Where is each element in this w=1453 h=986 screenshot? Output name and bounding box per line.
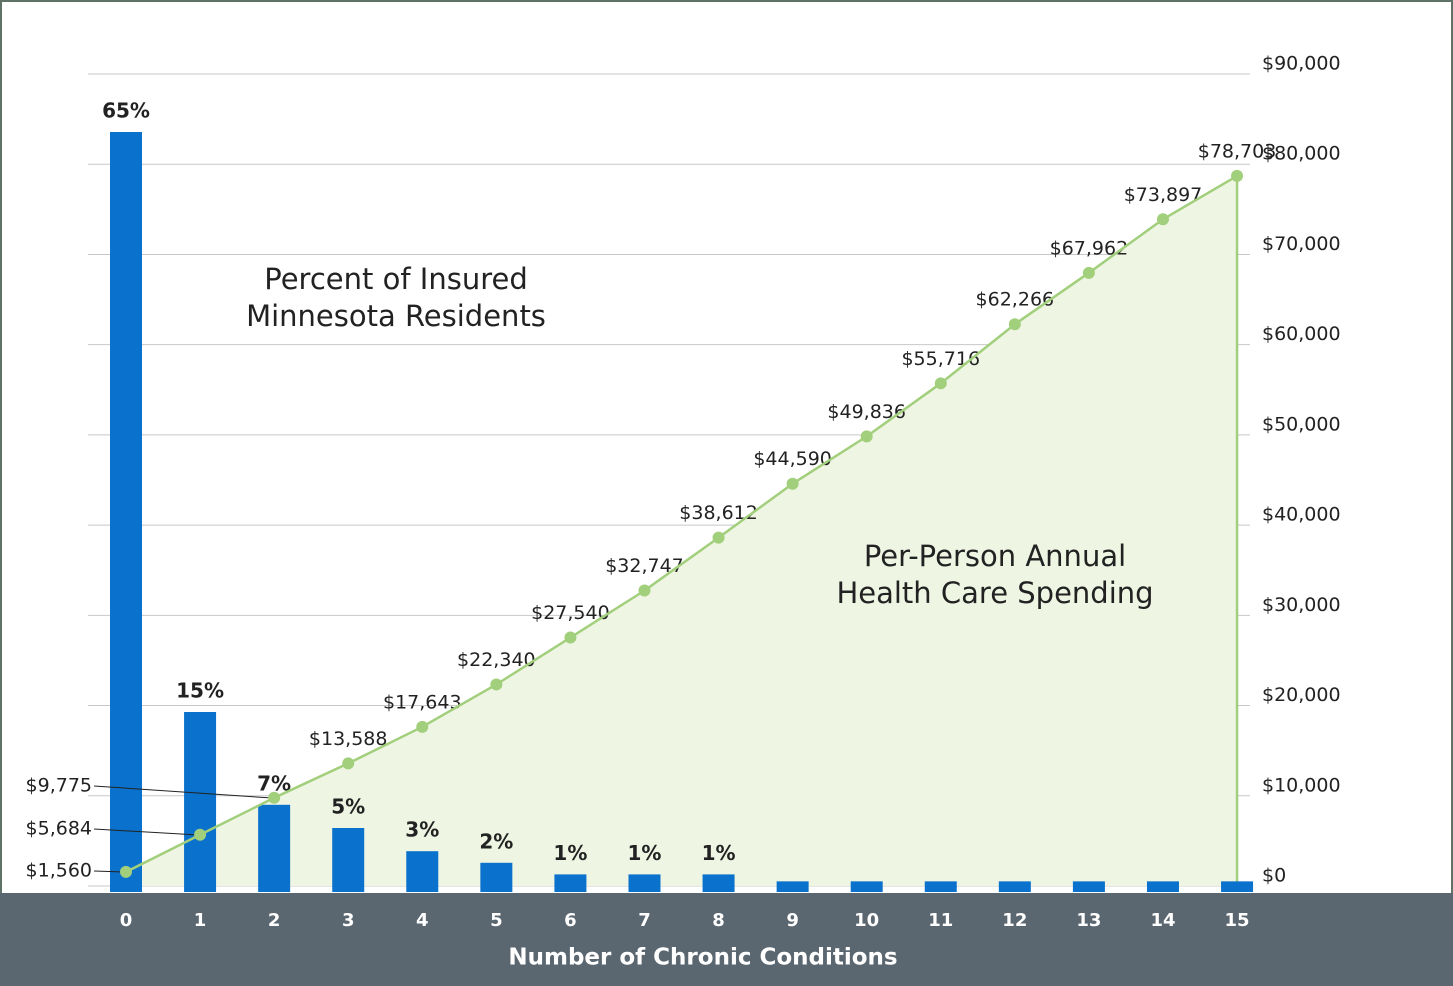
data-label: $78,703 [1198, 140, 1277, 162]
data-label: 1% [702, 841, 736, 865]
x-tick-label: 2 [268, 910, 281, 931]
x-tick-label: 8 [712, 910, 725, 931]
data-label: $67,962 [1050, 237, 1129, 259]
y2-tick-label: $70,000 [1262, 233, 1341, 255]
x-tick-label: 12 [1002, 910, 1027, 931]
bar [850, 881, 883, 892]
data-label: $73,897 [1124, 184, 1203, 206]
bar [998, 881, 1031, 892]
bar [184, 712, 217, 892]
bar [480, 862, 513, 892]
bar [554, 874, 587, 892]
bar [702, 874, 735, 892]
series-label: Percent of Insured [264, 262, 527, 296]
data-label: 1% [628, 841, 662, 865]
leader-line [93, 870, 121, 873]
data-label: $13,588 [309, 728, 388, 750]
y2-tick-label: $50,000 [1262, 413, 1341, 435]
point [712, 531, 725, 544]
x-tick-label: 10 [854, 910, 879, 931]
y2-tick-label: $40,000 [1262, 504, 1341, 526]
x-axis-band [0, 893, 1453, 986]
y2-tick-label: $0 [1262, 865, 1286, 887]
point [860, 430, 873, 443]
point [490, 678, 503, 691]
series-label: Health Care Spending [836, 576, 1153, 610]
x-tick-label: 0 [120, 910, 133, 931]
x-tick-label: 3 [342, 910, 355, 931]
data-label: $44,590 [753, 448, 832, 470]
y2-tick-label: $30,000 [1262, 594, 1341, 616]
point [786, 477, 799, 490]
bar [1072, 881, 1105, 892]
point [934, 377, 947, 390]
data-label: $49,836 [827, 401, 906, 423]
y2-tick-label: $10,000 [1262, 774, 1341, 796]
point [342, 757, 355, 770]
y2-tick-label: $90,000 [1262, 53, 1341, 75]
bar [776, 881, 809, 892]
area [126, 175, 1238, 886]
bar [924, 881, 957, 892]
x-tick-label: 11 [928, 910, 953, 931]
data-label: 1% [553, 841, 587, 865]
data-label: 5% [331, 795, 365, 819]
data-label: $32,747 [605, 555, 684, 577]
x-tick-label: 4 [416, 910, 429, 931]
bar [1221, 881, 1254, 892]
point [1156, 213, 1169, 226]
data-label: 3% [405, 818, 439, 842]
x-tick-label: 5 [490, 910, 503, 931]
data-label: 15% [176, 679, 224, 703]
point [1008, 318, 1021, 331]
point [120, 865, 132, 878]
leader-line [93, 785, 269, 799]
point [268, 791, 281, 804]
series-label: Per-Person Annual [864, 539, 1126, 573]
data-label: $27,540 [531, 602, 610, 624]
x-tick-label: 1 [194, 910, 207, 931]
data-label: $9,775 [26, 775, 92, 797]
leader-line [93, 828, 195, 836]
data-label: $22,340 [457, 649, 536, 671]
bar [332, 828, 365, 892]
x-tick-label: 6 [564, 910, 577, 931]
bar [1146, 881, 1179, 892]
x-tick-label: 14 [1150, 910, 1175, 931]
data-label: $38,612 [679, 502, 758, 524]
bar [406, 851, 439, 892]
point [638, 584, 651, 597]
y2-tick-label: $60,000 [1262, 323, 1341, 345]
y2-tick-label: $20,000 [1262, 684, 1341, 706]
point [416, 720, 429, 733]
bar [110, 132, 142, 892]
y2-tick-label: $80,000 [1262, 143, 1341, 165]
data-label: $1,560 [26, 860, 92, 882]
line [125, 174, 1238, 874]
data-label: $5,684 [26, 818, 92, 840]
series-label: Minnesota Residents [246, 299, 546, 333]
data-label: 2% [479, 829, 513, 853]
point [564, 631, 577, 644]
point [1082, 266, 1095, 279]
bar [258, 804, 291, 892]
data-label: $17,643 [383, 691, 462, 713]
x-axis-label: Number of Chronic Conditions [508, 945, 897, 971]
point [1231, 169, 1244, 182]
data-label: $55,716 [901, 348, 980, 370]
point [194, 828, 207, 841]
data-label: 65% [102, 99, 150, 123]
x-tick-label: 7 [638, 910, 651, 931]
x-tick-label: 9 [786, 910, 799, 931]
x-tick-label: 15 [1225, 910, 1250, 931]
data-label: $62,266 [976, 289, 1055, 311]
bar [628, 874, 661, 892]
x-tick-label: 13 [1076, 910, 1101, 931]
